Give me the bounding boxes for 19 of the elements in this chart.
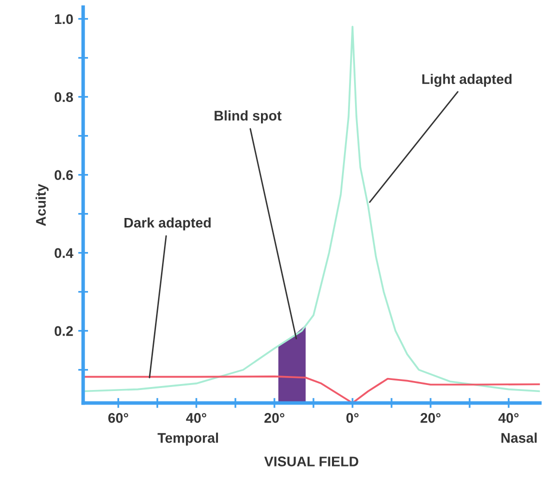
x-tick-label: 40° xyxy=(186,413,206,423)
x-tick-label: 0° xyxy=(346,413,359,423)
x-axis-title: VISUAL FIELD xyxy=(264,456,358,466)
y-tick-label: 1.0 xyxy=(54,14,73,24)
y-axis-title: Acuity xyxy=(36,184,49,226)
x-tick-label: 60° xyxy=(108,413,128,423)
x-tick-label: 20° xyxy=(420,413,440,423)
y-tick-label: 0.6 xyxy=(54,170,73,180)
annotation: Light adapted xyxy=(422,74,512,87)
x-tick-label: 20° xyxy=(264,413,284,423)
y-tick-label: 0.8 xyxy=(54,92,73,102)
y-tick-label: 0.2 xyxy=(54,326,73,336)
x-tick-label: 40° xyxy=(498,413,519,423)
line-series xyxy=(83,26,540,392)
annotation: Blind spot xyxy=(214,110,282,124)
text: Temporal xyxy=(158,432,218,446)
y-tick-label: 0.4 xyxy=(54,248,74,258)
text: Nasal xyxy=(501,432,537,443)
annotation: Dark adapted xyxy=(124,217,211,230)
